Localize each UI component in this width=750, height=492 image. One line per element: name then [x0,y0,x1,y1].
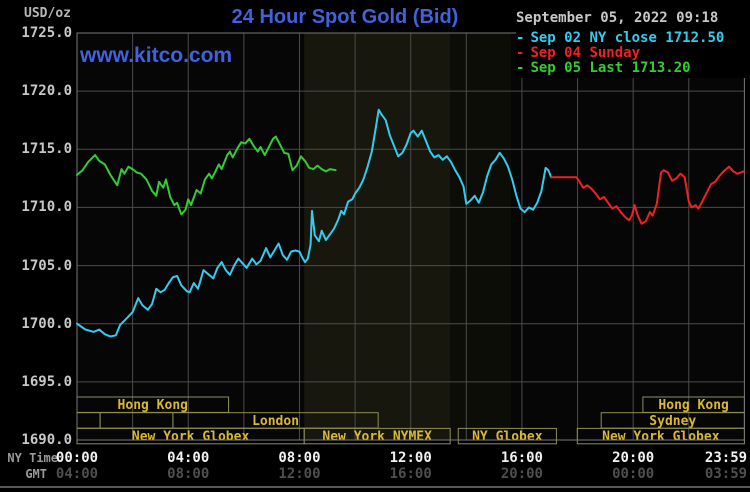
legend-rows: - Sep 02 NY close 1712.50 - Sep 04 Sunday … [516,31,748,76]
session-label: New York NYMEX [322,430,432,445]
x-axis-ny-tick: 08:00 [278,450,321,466]
y-axis-tick: 1705.0 [21,257,72,274]
x-axis-gmt-tick: 12:00 [278,466,321,482]
x-axis-gmt-tick: 20:00 [500,466,543,482]
x-axis-gmt-tick: 03:59 [704,466,748,482]
plot-border [76,32,745,441]
legend-item-label: Sep 04 Sunday [530,45,641,61]
chart-title: 24 Hour Spot Gold (Bid) [231,6,459,28]
x-axis-ny-tick: 04:00 [167,450,210,466]
y-axis-tick: 1710.0 [21,199,72,216]
x-axis-gmt-tick: 04:00 [55,466,99,482]
price-line-sep-04-sunday [550,165,745,225]
session-highlight-band [304,33,451,440]
session-label: New York Globex [602,430,720,445]
x-axis-ny-tick: 16:00 [500,450,543,466]
x-axis-nytime-label: NY Time [7,451,58,465]
session-label: NY Globex [472,430,543,445]
session-box [303,427,451,445]
price-line-sep-02-ny-close-1712-50 [76,108,553,338]
session-box [457,427,557,445]
session-highlight-band [450,33,511,440]
y-axis-tick: 1725.0 [21,25,72,41]
y-axis-tick: 1720.0 [21,83,72,100]
x-axis-ny-tick: 00:00 [55,450,99,466]
y-axis-tick: 1690.0 [21,432,72,448]
legend-line-marker-red: - [516,45,525,61]
legend-line-marker-cyan: - [516,30,525,46]
session-label: New York Globex [132,430,250,445]
y-axis-tick: 1700.0 [21,315,72,332]
session-label: London [252,414,299,429]
legend: September 05, 2022 09:18 - Sep 02 NY clos… [516,10,748,78]
kitco-watermark-link[interactable]: www.kitco.com [80,44,233,67]
legend-item-sep05-last: - Sep 05 Last 1713.20 [516,61,748,76]
x-axis-gmt-label: GMT [25,467,47,481]
y-axis-tick: 1715.0 [21,141,72,158]
legend-item-sep04-sunday: - Sep 04 Sunday [516,46,748,61]
session-label: Sydney [649,414,696,429]
y-axis-tick: 1695.0 [21,373,72,390]
x-axis-ny-tick: 20:00 [612,450,655,466]
legend-item-label: Sep 05 Last 1713.20 [530,60,691,76]
legend-item-sep02-ny-close: - Sep 02 NY close 1712.50 [516,31,748,46]
x-axis-gmt-tick: 00:00 [612,466,655,482]
y-axis-units-label: USD/oz [24,6,71,21]
x-axis-gmt-tick: 16:00 [389,466,432,482]
session-label: Hong Kong [118,398,188,413]
x-axis-ny-tick: 12:00 [389,450,432,466]
session-label: Hong Kong [658,398,728,413]
legend-item-label: Sep 02 NY close 1712.50 [530,30,725,46]
price-line-sep-05-last-1713-20 [76,135,337,216]
x-axis-ny-tick: 23:59 [704,450,748,466]
legend-line-marker-green: - [516,60,525,76]
legend-timestamp: September 05, 2022 09:18 [516,10,719,26]
bottom-separator-line [0,486,750,488]
x-axis-gmt-tick: 08:00 [167,466,210,482]
